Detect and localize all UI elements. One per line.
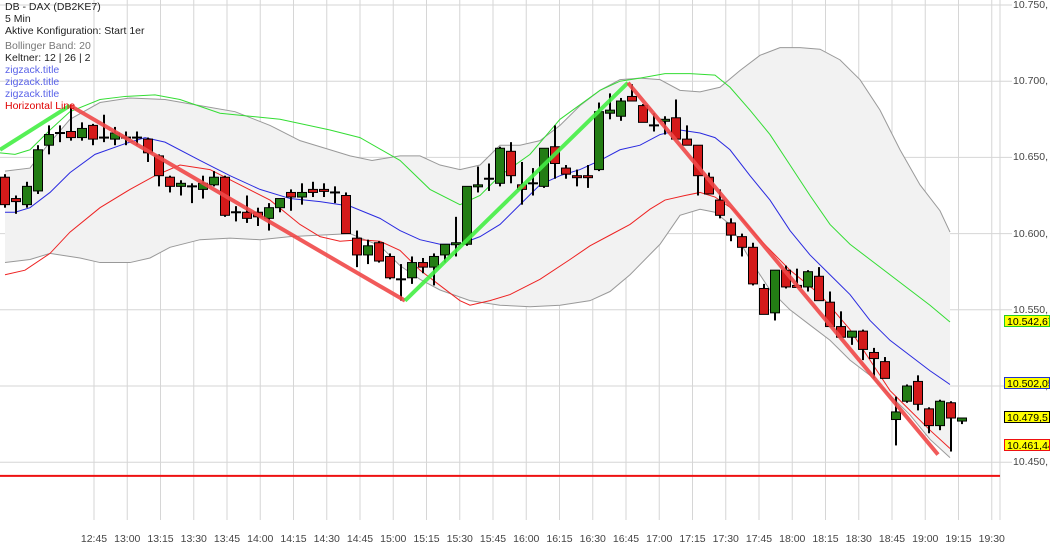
y-tick-label: 10.650, xyxy=(1013,151,1049,164)
x-tick-label: 12:45 xyxy=(80,533,108,545)
x-tick-label: 18:15 xyxy=(812,533,839,545)
x-tick-label: 19:15 xyxy=(945,533,972,545)
x-tick-label: 16:30 xyxy=(579,533,606,545)
x-tick-label: 15:15 xyxy=(413,533,440,545)
x-tick-label: 16:15 xyxy=(546,533,573,545)
config-label: Aktive Konfiguration: Start 1er xyxy=(5,25,145,37)
x-tick-label: 18:00 xyxy=(779,533,806,545)
y-tick-label: 10.700, xyxy=(1013,75,1049,88)
x-tick-label: 16:45 xyxy=(612,533,640,545)
x-tick-label: 17:00 xyxy=(646,533,673,545)
chart-legend: DB - DAX (DB2KE7) 5 Min Aktive Konfigura… xyxy=(5,1,145,112)
x-tick-label: 14:15 xyxy=(280,533,307,545)
y-tick-label: 10.600, xyxy=(1013,227,1049,240)
x-tick-label: 14:00 xyxy=(247,533,274,545)
legend-bollinger[interactable]: Bollinger Band: 20 xyxy=(5,40,91,52)
x-tick-label: 13:30 xyxy=(180,533,207,545)
x-tick-label: 16:00 xyxy=(513,533,540,545)
price-tag: 10.479,5 xyxy=(1004,411,1050,424)
x-tick-label: 14:45 xyxy=(346,533,374,545)
x-tick-label: 15:45 xyxy=(479,533,507,545)
x-tick-label: 14:30 xyxy=(313,533,340,545)
x-tick-label: 13:00 xyxy=(114,533,141,545)
legend-zigzag-2[interactable]: zigzack.title xyxy=(5,76,60,88)
x-tick-label: 17:30 xyxy=(712,533,739,545)
price-tag: 10.502,05 xyxy=(1004,376,1050,389)
x-tick-label: 19:00 xyxy=(912,533,939,545)
x-tick-label: 15:30 xyxy=(446,533,473,545)
x-tick-label: 18:45 xyxy=(878,533,906,545)
instrument-title: DB - DAX (DB2KE7) xyxy=(5,1,101,13)
price-tag: 10.461,44 xyxy=(1004,438,1050,451)
legend-horizontal-line[interactable]: Horizontal Line xyxy=(5,100,76,112)
y-tick-label: 10.750, xyxy=(1013,0,1049,11)
interval-label: 5 Min xyxy=(5,13,31,25)
legend-zigzag-3[interactable]: zigzack.title xyxy=(5,88,60,100)
x-tick-label: 19:30 xyxy=(978,533,1005,545)
x-tick-label: 17:15 xyxy=(679,533,706,545)
bollinger-band-fill xyxy=(5,47,950,458)
x-tick-label: 18:30 xyxy=(845,533,872,545)
legend-zigzag-1[interactable]: zigzack.title xyxy=(5,64,60,76)
y-tick-label: 10.550, xyxy=(1013,303,1049,316)
legend-keltner[interactable]: Keltner: 12 | 26 | 2 xyxy=(5,52,91,64)
y-tick-label: 10.450, xyxy=(1013,456,1049,469)
x-tick-label: 13:45 xyxy=(213,533,241,545)
x-tick-label: 13:15 xyxy=(147,533,174,545)
price-tag: 10.542,67 xyxy=(1004,314,1050,327)
zigzag-lines xyxy=(0,81,940,456)
x-tick-label: 17:45 xyxy=(745,533,773,545)
x-tick-label: 15:00 xyxy=(380,533,407,545)
